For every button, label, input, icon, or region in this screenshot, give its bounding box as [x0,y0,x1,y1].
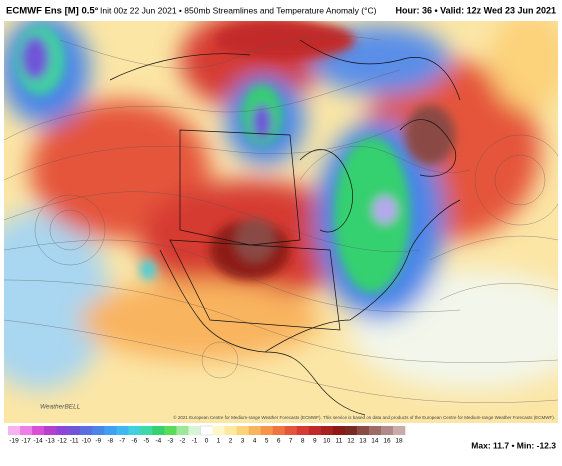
colorbar-label: 12 [347,438,355,445]
colorbar-label: 11 [335,438,342,445]
colorbar-label: -3 [168,438,174,445]
color-swatch [368,426,382,435]
color-swatch [380,426,394,435]
color-swatch [356,426,370,435]
colorbar-label: 18 [395,438,403,445]
color-swatch [224,426,237,435]
colorbar-label: 13 [359,438,367,445]
colorbar-label: -2 [180,438,186,445]
colorbar-label: 4 [253,438,257,445]
color-swatch [140,426,153,435]
color-swatch [236,426,249,435]
colorbar-label: 6 [277,438,281,445]
colorbar-label: 2 [229,438,233,445]
anomaly-field [4,21,558,390]
colorbar-label: 3 [241,438,245,445]
colorbar-label: -11 [70,438,79,445]
color-swatch [320,426,334,435]
colorbar-label: 7 [289,438,293,445]
color-swatch [92,426,105,435]
color-swatch [200,425,214,436]
color-swatch [116,426,129,435]
colorbar-label: -13 [45,438,55,445]
color-swatch [260,426,273,435]
colorbar-label: -1 [192,438,198,445]
colorbar-label: 10 [323,438,331,445]
credit: © 2021 European Centre for Medium-range … [173,414,555,420]
colorbar-label: 14 [371,438,379,445]
color-swatch [32,426,45,435]
colorbar-label: 1 [217,438,221,445]
color-swatch [344,426,358,435]
colorbar-label: -7 [119,438,125,445]
color-swatch [164,426,177,435]
header-description: Init 00z 22 Jun 2021 • 850mb Streamlines… [100,5,377,15]
map: WeatherBELL © 2021 European Centre for M… [4,21,558,423]
colorbar-label: -10 [81,438,91,445]
max-min: Max: 11.7 • Min: -12.3 [471,440,556,450]
colorbar-label: 9 [313,438,317,445]
color-swatch [296,426,310,435]
model-name: ECMWF Ens [M] 0.5° [6,6,99,17]
streamlines [4,35,558,403]
color-swatch [392,426,406,435]
colorbar-label: -4 [155,438,161,445]
color-swatch [80,426,93,435]
color-swatch [284,426,298,435]
colorbar-label: -5 [143,438,149,445]
colorbar-label: -17 [21,438,31,445]
anomaly-detail [15,21,455,293]
colorbar: -19 -17 -14 -13 -12 -11 -10 -9 -8 -7 -6 -5 -4 -3 -2 -1 0… [8,425,406,445]
color-swatch [20,426,33,435]
colorbar-label: -14 [33,438,43,445]
color-swatch [8,426,21,435]
color-swatch [272,426,285,435]
coastlines [109,39,461,416]
colorbar-label: -6 [131,438,137,445]
color-swatch [248,426,261,435]
color-swatch [152,426,165,435]
color-swatch [212,426,225,435]
colorbar-label: -9 [95,438,101,445]
colorbar-label: 0 [205,438,209,445]
colorbar-label: 16 [383,438,391,445]
color-swatch [68,426,81,435]
valid-time: Hour: 36 • Valid: 12z Wed 23 Jun 2021 [395,5,556,15]
color-swatch [56,426,69,435]
colorbar-label: -8 [107,438,113,445]
color-swatch [332,426,346,435]
color-swatch [188,426,201,435]
colorbar-label: -12 [57,438,67,445]
logo: WeatherBELL [40,404,81,411]
color-swatch [128,426,141,435]
color-swatch [308,426,322,435]
color-swatch [44,426,57,435]
colorbar-label: 8 [301,438,305,445]
colorbar-label: 5 [265,438,269,445]
color-swatch [176,426,189,435]
color-swatch [104,426,117,435]
colorbar-label: -19 [9,438,19,445]
